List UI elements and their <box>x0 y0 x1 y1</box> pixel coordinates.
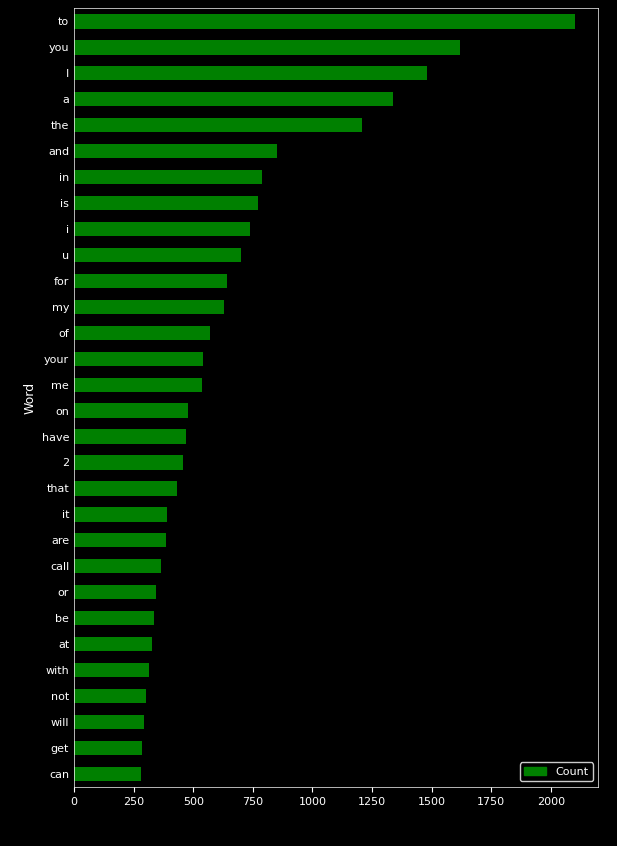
Bar <box>74 611 154 625</box>
Bar <box>74 248 241 262</box>
Bar <box>74 663 149 677</box>
Bar <box>74 585 156 599</box>
Bar <box>74 274 226 288</box>
Legend: Count: Count <box>520 762 593 781</box>
Bar <box>74 41 460 54</box>
Bar <box>74 741 142 755</box>
Bar <box>74 766 141 781</box>
Bar <box>74 66 427 80</box>
Bar <box>74 326 210 340</box>
Bar <box>74 508 167 521</box>
Bar <box>74 352 203 365</box>
Bar <box>74 559 161 574</box>
Bar <box>74 222 251 236</box>
Bar <box>74 196 257 210</box>
Bar <box>74 170 262 184</box>
Bar <box>74 404 188 418</box>
Bar <box>74 430 186 443</box>
Bar <box>74 118 362 132</box>
Bar <box>74 377 202 392</box>
Bar <box>74 481 176 496</box>
Bar <box>74 637 152 651</box>
Bar <box>74 299 224 314</box>
Bar <box>74 455 183 470</box>
Bar <box>74 689 146 703</box>
Bar <box>74 14 574 29</box>
Bar <box>74 533 166 547</box>
Y-axis label: Word: Word <box>23 382 36 414</box>
Bar <box>74 715 144 729</box>
Bar <box>74 144 276 158</box>
Bar <box>74 92 394 107</box>
